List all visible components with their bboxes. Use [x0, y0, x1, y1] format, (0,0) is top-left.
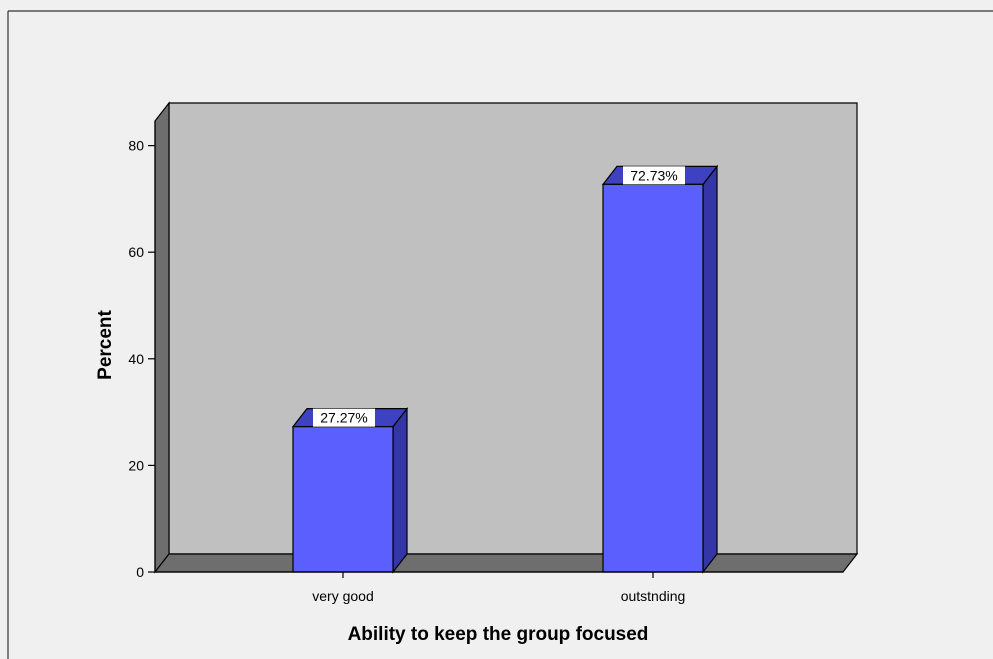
- data-label-box: [623, 166, 685, 185]
- data-label: 72.73%: [630, 167, 677, 183]
- data-label-box: [313, 408, 375, 427]
- x-tick-label: very good: [312, 588, 373, 604]
- y-tick-label: 0: [136, 564, 144, 580]
- plot-left-wall: [154, 101, 170, 574]
- bars: 27.27% 72.73%: [291, 164, 719, 574]
- y-axis: 0 20 40 60 80: [128, 121, 156, 580]
- x-axis: very good outstnding: [155, 571, 843, 604]
- plot-walls: [153, 101, 859, 574]
- bar-front: [602, 183, 704, 573]
- bar-side: [702, 164, 718, 574]
- plot-floor: [153, 553, 859, 573]
- x-tick-label: outstnding: [621, 588, 686, 604]
- y-tick-label: 40: [128, 351, 144, 367]
- y-tick-label: 80: [128, 138, 144, 154]
- y-tick-label: 60: [128, 244, 144, 260]
- y-axis-title: Percent: [95, 309, 116, 379]
- bar-side: [392, 406, 408, 574]
- data-label: 27.27%: [320, 410, 367, 426]
- bar: 27.27%: [291, 406, 409, 574]
- bar: 72.73%: [601, 164, 719, 574]
- y-tick-label: 20: [128, 457, 144, 473]
- plot-back-wall: [168, 102, 858, 555]
- x-axis-title: Ability to keep the group focused: [348, 624, 649, 645]
- bar-front: [292, 426, 394, 573]
